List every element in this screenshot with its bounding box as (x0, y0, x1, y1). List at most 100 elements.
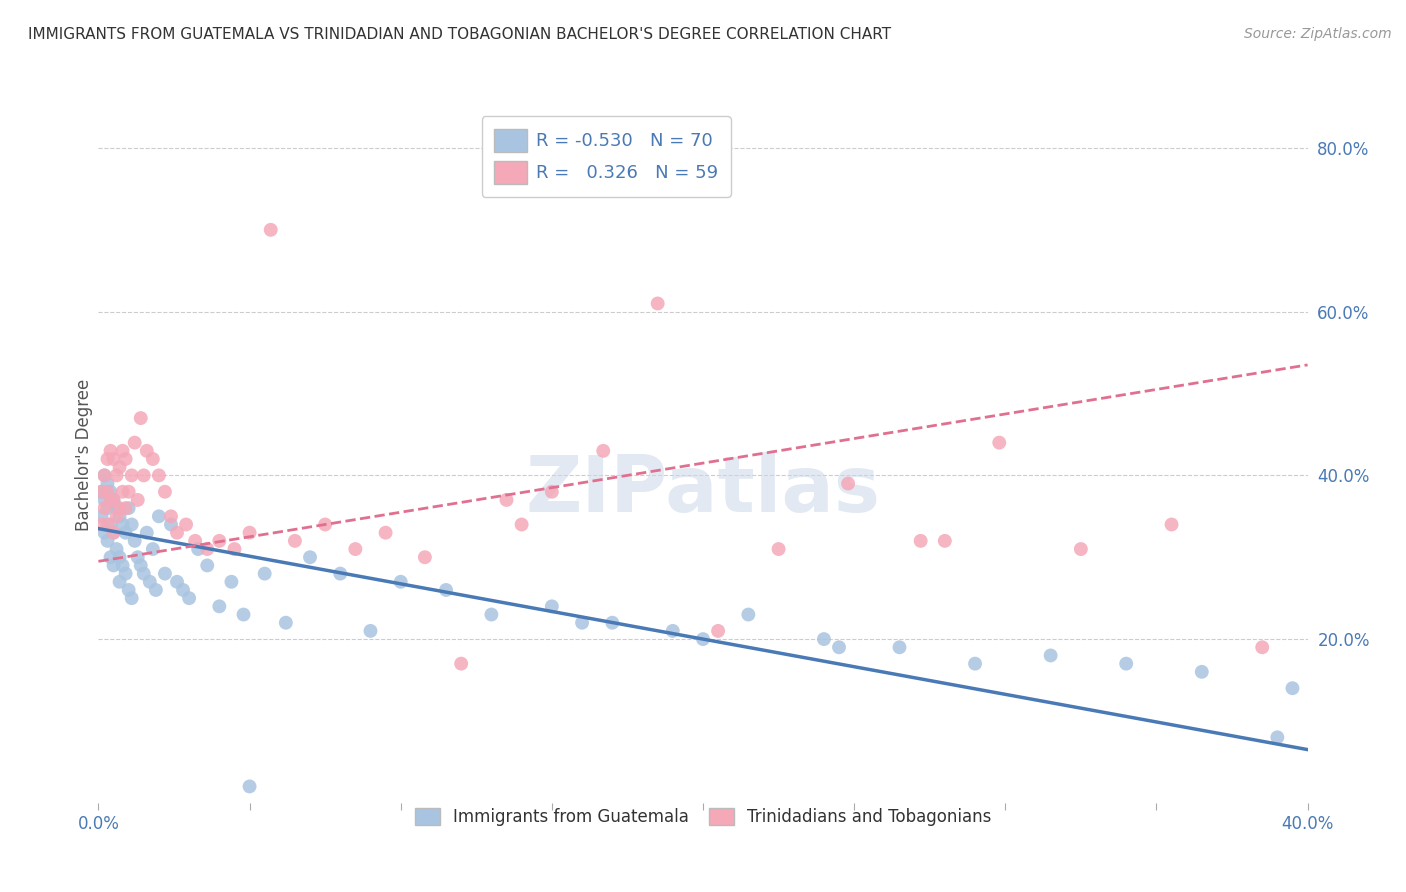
Point (344, 542, 367, 557)
Point (1267, 731, 1289, 745)
Point (329, 566, 352, 581)
Point (135, 525, 157, 540)
Point (707, 624, 730, 638)
Point (450, 657, 472, 671)
Point (768, 542, 790, 557)
Point (602, 615, 624, 630)
Point (108, 501, 131, 516)
Point (232, 607, 254, 622)
Point (100, 517, 122, 532)
Point (187, 542, 209, 557)
Point (129, 558, 152, 573)
Point (1251, 640, 1274, 655)
Point (160, 517, 183, 532)
Point (495, 492, 517, 507)
Point (108, 574, 131, 589)
Point (910, 533, 932, 548)
Point (100, 443, 122, 458)
Point (129, 411, 152, 425)
Point (103, 492, 125, 507)
Point (413, 550, 436, 565)
Point (148, 509, 170, 524)
Point (208, 599, 231, 614)
Point (837, 476, 859, 491)
Point (90, 517, 112, 532)
Point (195, 542, 218, 557)
Point (100, 550, 122, 565)
Point (1115, 657, 1137, 671)
Point (540, 484, 562, 499)
Point (105, 468, 128, 483)
Point (121, 468, 143, 483)
Point (208, 533, 231, 548)
Point (166, 525, 188, 540)
Point (239, 525, 262, 540)
Point (90, 484, 112, 499)
Point (103, 558, 125, 573)
Point (661, 624, 683, 638)
Point (108, 509, 131, 524)
Point (96, 484, 118, 499)
Point (96, 452, 118, 467)
Point (160, 509, 183, 524)
Point (692, 632, 714, 646)
Point (934, 533, 956, 548)
Point (510, 517, 533, 532)
Point (153, 484, 176, 499)
Point (737, 607, 759, 622)
Point (481, 607, 503, 622)
Point (813, 632, 835, 646)
Point (114, 501, 136, 516)
Point (118, 484, 141, 499)
Point (111, 558, 134, 573)
Point (108, 550, 131, 565)
Point (284, 533, 307, 548)
Text: Source: ZipAtlas.com: Source: ZipAtlas.com (1244, 27, 1392, 41)
Legend: Immigrants from Guatemala, Trinidadians and Tobagonians: Immigrants from Guatemala, Trinidadians … (405, 798, 1001, 836)
Point (389, 574, 412, 589)
Point (114, 525, 136, 540)
Point (114, 566, 136, 581)
Point (127, 492, 149, 507)
Point (135, 443, 157, 458)
Point (96, 501, 118, 516)
Point (111, 443, 134, 458)
Point (132, 566, 155, 581)
Point (111, 517, 134, 532)
Point (184, 533, 207, 548)
Point (121, 517, 143, 532)
Point (96, 533, 118, 548)
Point (142, 542, 165, 557)
Point (434, 582, 457, 597)
Point (105, 509, 128, 524)
Point (93, 501, 115, 516)
Point (153, 566, 176, 581)
Point (253, 566, 276, 581)
Point (100, 484, 122, 499)
Point (96, 517, 118, 532)
Text: ZIPatlas: ZIPatlas (526, 451, 880, 528)
Point (1160, 517, 1182, 532)
Point (114, 452, 136, 467)
Point (221, 574, 243, 589)
Point (142, 452, 165, 467)
Point (1039, 648, 1062, 663)
Point (105, 542, 128, 557)
Point (592, 443, 614, 458)
Point (93, 492, 115, 507)
Point (1281, 681, 1303, 696)
Point (93, 468, 115, 483)
Point (965, 657, 987, 671)
Point (540, 599, 562, 614)
Point (118, 501, 141, 516)
Point (889, 640, 911, 655)
Point (132, 468, 155, 483)
Point (195, 558, 218, 573)
Point (108, 460, 131, 475)
Point (274, 615, 297, 630)
Point (103, 525, 125, 540)
Point (260, 223, 283, 237)
Point (139, 574, 162, 589)
Point (828, 640, 851, 655)
Point (103, 525, 125, 540)
